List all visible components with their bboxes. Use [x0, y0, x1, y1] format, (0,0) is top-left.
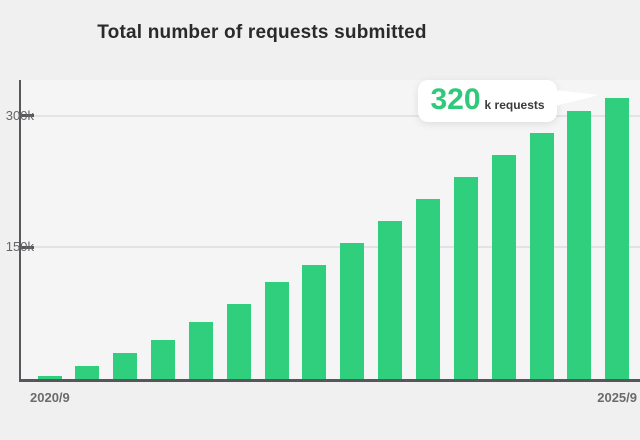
chart-title: Total number of requests submitted: [97, 22, 427, 43]
tooltip-value: 320: [430, 83, 481, 116]
bar[interactable]: [264, 282, 289, 379]
gridline: [21, 246, 640, 249]
tooltip-pointer-arrow: [555, 90, 599, 106]
plot-area: 150k 300k: [6, 80, 640, 382]
y-axis-tick: [19, 245, 34, 249]
bar[interactable]: [113, 352, 138, 379]
bar[interactable]: [340, 242, 365, 379]
bar[interactable]: [529, 133, 554, 379]
bar[interactable]: [416, 199, 440, 379]
y-axis-label: 150k: [5, 239, 34, 255]
bar[interactable]: [567, 111, 592, 379]
bar[interactable]: [491, 155, 516, 379]
y-axis-tick: [19, 114, 34, 118]
bar[interactable]: [302, 264, 327, 379]
tooltip-unit: k requests: [484, 98, 545, 112]
bar[interactable]: [453, 177, 478, 379]
bar[interactable]: [378, 220, 403, 379]
x-axis-label-last: 2025/9: [597, 390, 637, 405]
bar[interactable]: [75, 365, 100, 379]
x-axis-label-first: 2020/9: [30, 390, 70, 405]
value-tooltip: 320 k requests: [418, 80, 557, 122]
gridline: [21, 114, 640, 117]
bar[interactable]: [188, 321, 213, 379]
bar[interactable]: [605, 98, 630, 379]
bar[interactable]: [151, 339, 176, 379]
y-axis-label: 300k: [5, 107, 34, 123]
bar[interactable]: [226, 304, 251, 379]
bar[interactable]: [37, 375, 62, 379]
